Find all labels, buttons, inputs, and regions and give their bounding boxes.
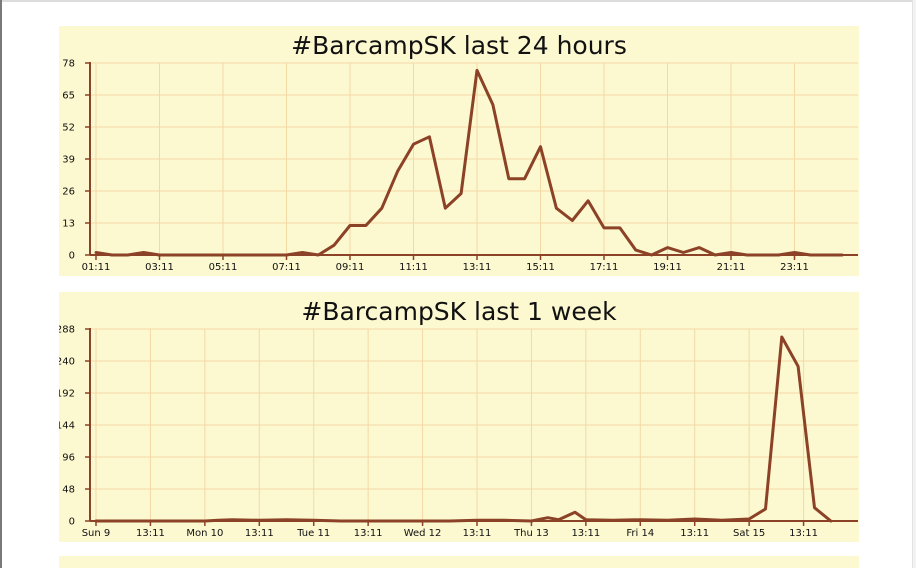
window-right-scroll-edge: [912, 0, 916, 568]
x-tick-label: 09:11: [336, 262, 365, 273]
y-tick-label: 13: [62, 219, 75, 230]
x-tick-label: 23:11: [780, 262, 809, 273]
x-tick-label: 13:11: [136, 528, 165, 539]
series-line: [94, 335, 833, 523]
y-tick-label: 0: [69, 517, 75, 528]
x-tick-label: Wed 12: [404, 528, 442, 539]
x-tick-label: 13:11: [571, 528, 600, 539]
x-tick-label: 13:11: [245, 528, 274, 539]
x-tick-label: 01:11: [82, 262, 111, 273]
y-tick-label: 48: [62, 485, 75, 496]
y-tick-label: 65: [62, 91, 75, 102]
series-line: [94, 68, 844, 257]
y-tick-label: 144: [59, 421, 75, 432]
x-tick-label: 13:11: [463, 528, 492, 539]
x-tick-label: 17:11: [590, 262, 619, 273]
y-tick-label: 96: [62, 453, 75, 464]
chart-panel-24h: #BarcampSK last 24 hours 0 13 26 39 52 65 78 01:…: [59, 26, 859, 276]
y-tick-label: 39: [62, 155, 75, 166]
x-tick-label: 13:11: [789, 528, 818, 539]
chart-panel-1week: #BarcampSK last 1 week 0 48 96 144 192 240 288 S…: [59, 292, 859, 542]
y-tick-label: 26: [62, 187, 75, 198]
x-tick-label: 13:11: [463, 262, 492, 273]
x-tick-label: Mon 10: [186, 528, 223, 539]
x-tick-label: Sat 15: [733, 528, 765, 539]
y-tick-label: 0: [69, 251, 75, 262]
window-left-border: [0, 0, 2, 568]
x-tick-label: 15:11: [526, 262, 555, 273]
y-tick-label: 192: [59, 389, 75, 400]
x-tick-label: Fri 14: [626, 528, 654, 539]
chart-24h: #BarcampSK last 24 hours 0 13 26 39 52 65 78 01:…: [62, 31, 858, 273]
x-tick-label: 03:11: [145, 262, 174, 273]
x-tick-label: 13:11: [680, 528, 709, 539]
x-tick-label: Thu 13: [513, 528, 549, 539]
x-tick-label: 21:11: [717, 262, 746, 273]
x-tick-label: 11:11: [399, 262, 428, 273]
chart-1week: #BarcampSK last 1 week 0 48 96 144 192 240 288 S…: [59, 297, 858, 539]
x-tick-label: Tue 11: [296, 528, 330, 539]
x-tick-label: 19:11: [653, 262, 682, 273]
chart-panel-next-partial: [59, 556, 859, 568]
x-tick-label: 13:11: [354, 528, 383, 539]
y-tick-label: 78: [62, 59, 75, 70]
window-top-border: [0, 0, 916, 2]
chart-title: #BarcampSK last 1 week: [301, 297, 617, 326]
x-tick-label: Sun 9: [82, 528, 111, 539]
y-tick-label: 288: [59, 325, 75, 336]
y-tick-label: 240: [59, 357, 75, 368]
chart-title: #BarcampSK last 24 hours: [291, 31, 627, 60]
x-tick-label: 05:11: [209, 262, 238, 273]
x-tick-label: 07:11: [272, 262, 301, 273]
y-tick-label: 52: [62, 123, 75, 134]
